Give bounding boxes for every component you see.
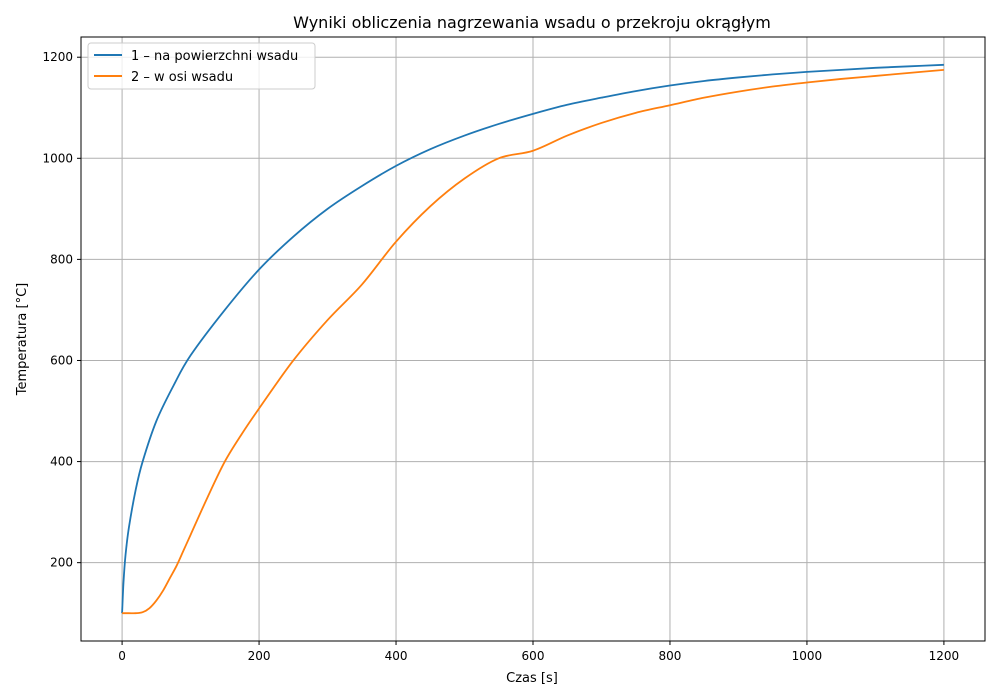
legend-label-surface: 1 – na powierzchni wsadu (131, 49, 298, 64)
y-axis-label: Temperatura [°C] (15, 283, 30, 396)
legend-label-axis: 2 – w osi wsadu (131, 70, 233, 85)
x-tick-label: 0 (118, 649, 126, 663)
legend-box (87, 42, 316, 90)
x-tick-label: 600 (522, 649, 545, 663)
y-tick-label: 600 (50, 353, 73, 367)
y-tick-label: 1000 (42, 151, 73, 165)
x-tick-label: 1000 (792, 649, 823, 663)
x-tick-label: 800 (659, 649, 682, 663)
series-line-1 (121, 63, 944, 614)
legend: 1 – na powierzchni wsadu 2 – w osi wsadu (87, 42, 316, 90)
series-line-2 (122, 68, 944, 615)
x-ticks: 0 200 400 600 800 1000 1200 (118, 641, 959, 663)
y-tick-label: 800 (50, 252, 73, 266)
x-tick-label: 200 (248, 649, 271, 663)
y-tick-label: 200 (50, 556, 73, 570)
y-tick-label: 1200 (42, 50, 73, 64)
y-tick-label: 400 (50, 455, 73, 469)
x-axis-label: Czas [s] (506, 671, 558, 686)
y-ticks: 200 400 600 800 1000 1200 (42, 50, 81, 570)
grid (81, 37, 985, 641)
series-layer (121, 63, 944, 615)
chart-title: Wyniki obliczenia nagrzewania wsadu o pr… (293, 13, 771, 32)
x-tick-label: 1200 (929, 649, 960, 663)
x-tick-label: 400 (385, 649, 408, 663)
